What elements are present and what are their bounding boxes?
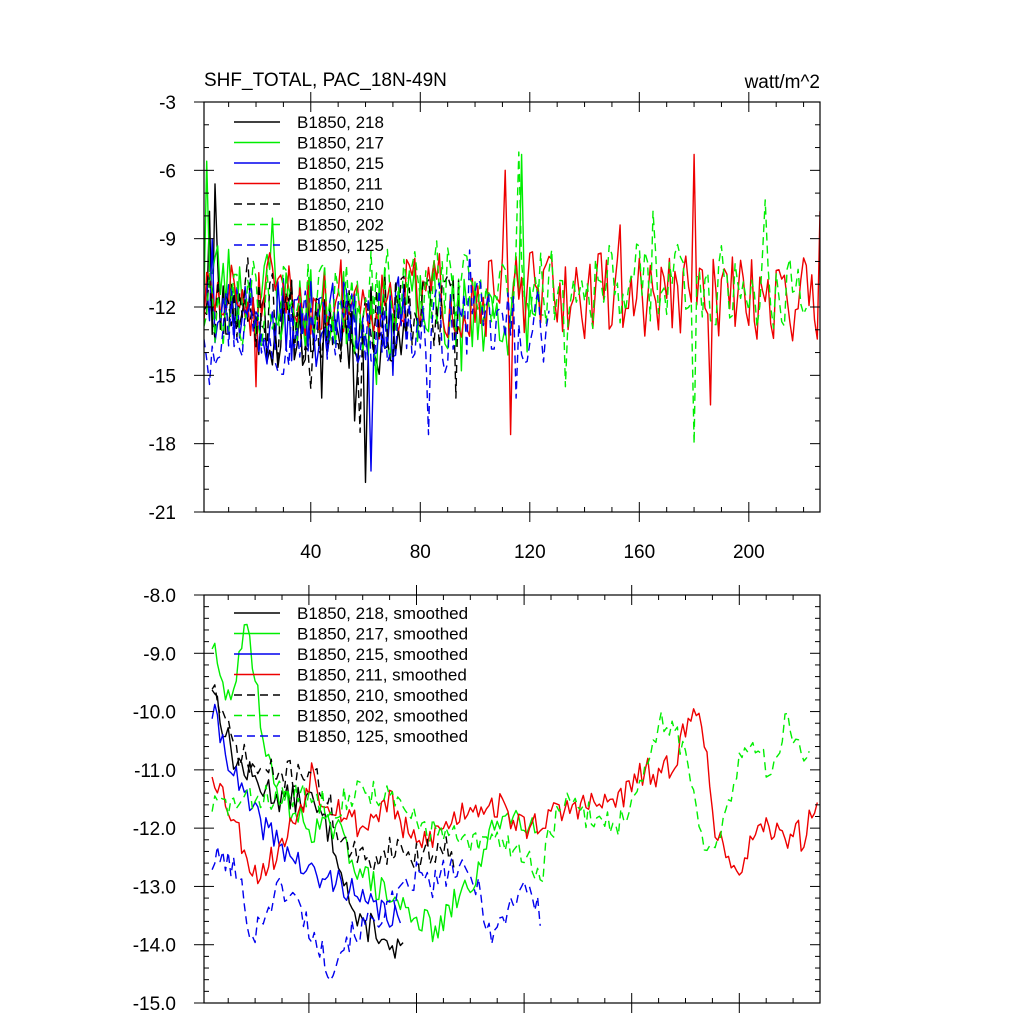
series-line-6 — [204, 151, 807, 445]
y-tick-label: -12 — [149, 298, 176, 319]
top-panel: SHF_TOTAL, PAC_18N-49N watt/m^2 -3 -6 -9 -12 -… — [149, 70, 821, 563]
y-tick-label: -15 — [149, 366, 176, 387]
series-group — [204, 151, 820, 484]
series-line-7 — [204, 249, 550, 436]
plot-frame — [203, 594, 821, 1004]
x-tick-label: 160 — [623, 542, 655, 563]
y-tick-label: -9.0 — [143, 644, 176, 665]
x-tick-label: 200 — [733, 542, 765, 563]
legend-label-3: B1850, 215 — [297, 154, 384, 173]
legend-label-7: B1850, 125, smoothed — [297, 727, 468, 746]
legend-label-4: B1850, 211, smoothed — [297, 666, 467, 685]
legend-label-3: B1850, 215, smoothed — [297, 645, 468, 664]
series-line-2 — [211, 623, 538, 943]
y-tick-label: -18 — [149, 435, 176, 456]
y-tick-label: -9 — [159, 230, 176, 251]
series-line-4 — [211, 708, 818, 885]
legend-label-6: B1850, 202, smoothed — [297, 707, 468, 726]
legend-label-2: B1850, 217, smoothed — [297, 625, 468, 644]
chart-title: SHF_TOTAL, PAC_18N-49N — [204, 70, 447, 91]
x-tick-label: 40 — [300, 542, 321, 563]
series-line-5 — [204, 257, 460, 433]
series-group — [211, 623, 818, 981]
series-line-5 — [211, 684, 455, 872]
legend-label-1: B1850, 218, smoothed — [297, 604, 468, 623]
series-line-7 — [211, 845, 541, 981]
x-tick-label: 80 — [410, 542, 431, 563]
y-tick-label: -13.0 — [133, 877, 176, 898]
legend-label-2: B1850, 217 — [297, 134, 384, 153]
series-line-1 — [211, 689, 404, 959]
x-tick-label: 120 — [514, 542, 546, 563]
y-tick-label: -3 — [159, 93, 176, 114]
y-tick-label: -14.0 — [133, 936, 176, 957]
y-tick-label: -8.0 — [143, 586, 176, 607]
legend-label-7: B1850, 125 — [297, 236, 384, 255]
legend-label-5: B1850, 210, smoothed — [297, 686, 468, 705]
legend-label-5: B1850, 210 — [297, 195, 384, 214]
bottom-panel: -8.0 -9.0 -10.0 -11.0 -12.0 -13.0 -14.0 -15.0 B1… — [133, 585, 821, 1015]
legend-label-6: B1850, 202 — [297, 216, 384, 235]
y-tick-label: -6 — [159, 161, 176, 182]
units-label: watt/m^2 — [744, 72, 820, 93]
series-line-3 — [211, 703, 402, 928]
y-tick-label: -12.0 — [133, 819, 176, 840]
y-tick-label: -11.0 — [134, 761, 176, 782]
y-tick-label: -21 — [149, 503, 176, 524]
legend-label-1: B1850, 218 — [297, 113, 384, 132]
legend-label-4: B1850, 211 — [297, 175, 383, 194]
series-line-6 — [211, 711, 810, 883]
y-tick-label: -15.0 — [133, 994, 176, 1015]
y-tick-label: -10.0 — [133, 703, 176, 724]
legend: B1850, 218, smoothed B1850, 217, smoothed… — [234, 604, 468, 746]
